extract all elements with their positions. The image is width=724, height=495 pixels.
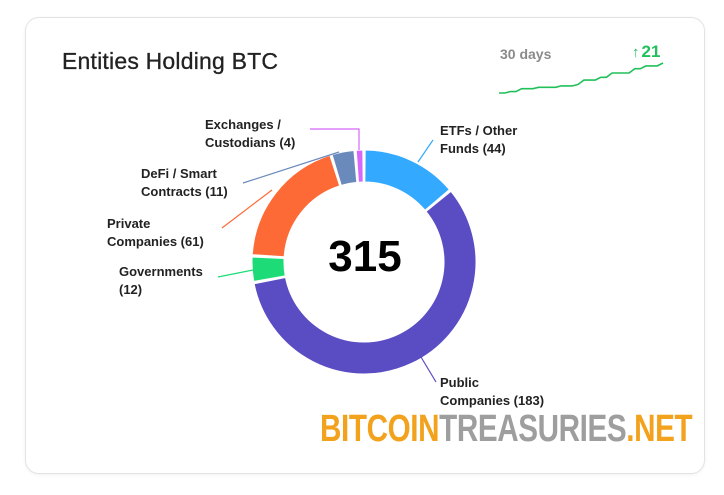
label-etf[interactable]: ETFs / Other Funds (44) — [440, 122, 517, 158]
label-governments[interactable]: Governments (12) — [119, 263, 203, 299]
slice-governments[interactable] — [251, 256, 286, 282]
label-private-line1: Private — [107, 216, 151, 231]
label-exchanges[interactable]: Exchanges / Custodians (4) — [205, 116, 295, 152]
leader-line-etf — [417, 139, 434, 163]
label-etf-line1: ETFs / Other — [440, 123, 518, 138]
leader-line-public — [417, 351, 437, 383]
arrow-up-icon: ↑ — [632, 44, 640, 61]
label-public-line2: Companies (183) — [440, 393, 545, 408]
label-public[interactable]: Public Companies (183) — [440, 374, 544, 410]
chart-title: Entities Holding BTC — [62, 48, 279, 74]
sparkline-line — [499, 62, 664, 94]
sparkline-chart — [499, 62, 664, 94]
leader-line-defi — [242, 151, 340, 184]
change-indicator: ↑ 21 — [632, 42, 660, 62]
label-etf-line2: Funds (44) — [440, 141, 506, 156]
label-defi[interactable]: DeFi / Smart Contracts (11) — [141, 165, 228, 201]
total-count: 315 — [328, 232, 402, 281]
slice-defi[interactable] — [331, 149, 358, 186]
label-public-line1: Public — [440, 375, 480, 390]
slice-etf[interactable] — [364, 149, 451, 211]
label-private-line2: Companies (61) — [107, 234, 204, 249]
bitcointreasuries-logo: BITCOINTREASURIES.NET — [320, 408, 693, 450]
period-label[interactable]: 30 days — [500, 46, 552, 62]
slice-public[interactable] — [253, 190, 477, 375]
label-governments-line1: Governments — [119, 264, 203, 279]
label-governments-line2: (12) — [119, 282, 143, 297]
leader-line-private — [221, 189, 273, 229]
slice-exchanges[interactable] — [355, 149, 364, 183]
label-private[interactable]: Private Companies (61) — [107, 215, 204, 251]
chart-card — [25, 17, 705, 474]
leader-line-governments — [217, 269, 254, 278]
label-defi-line2: Contracts (11) — [141, 184, 228, 199]
label-exchanges-line2: Custodians (4) — [205, 135, 296, 150]
label-defi-line1: DeFi / Smart — [141, 166, 217, 181]
leader-line-exchanges — [310, 128, 360, 150]
change-value: 21 — [641, 42, 661, 61]
label-exchanges-line1: Exchanges / — [205, 117, 281, 132]
